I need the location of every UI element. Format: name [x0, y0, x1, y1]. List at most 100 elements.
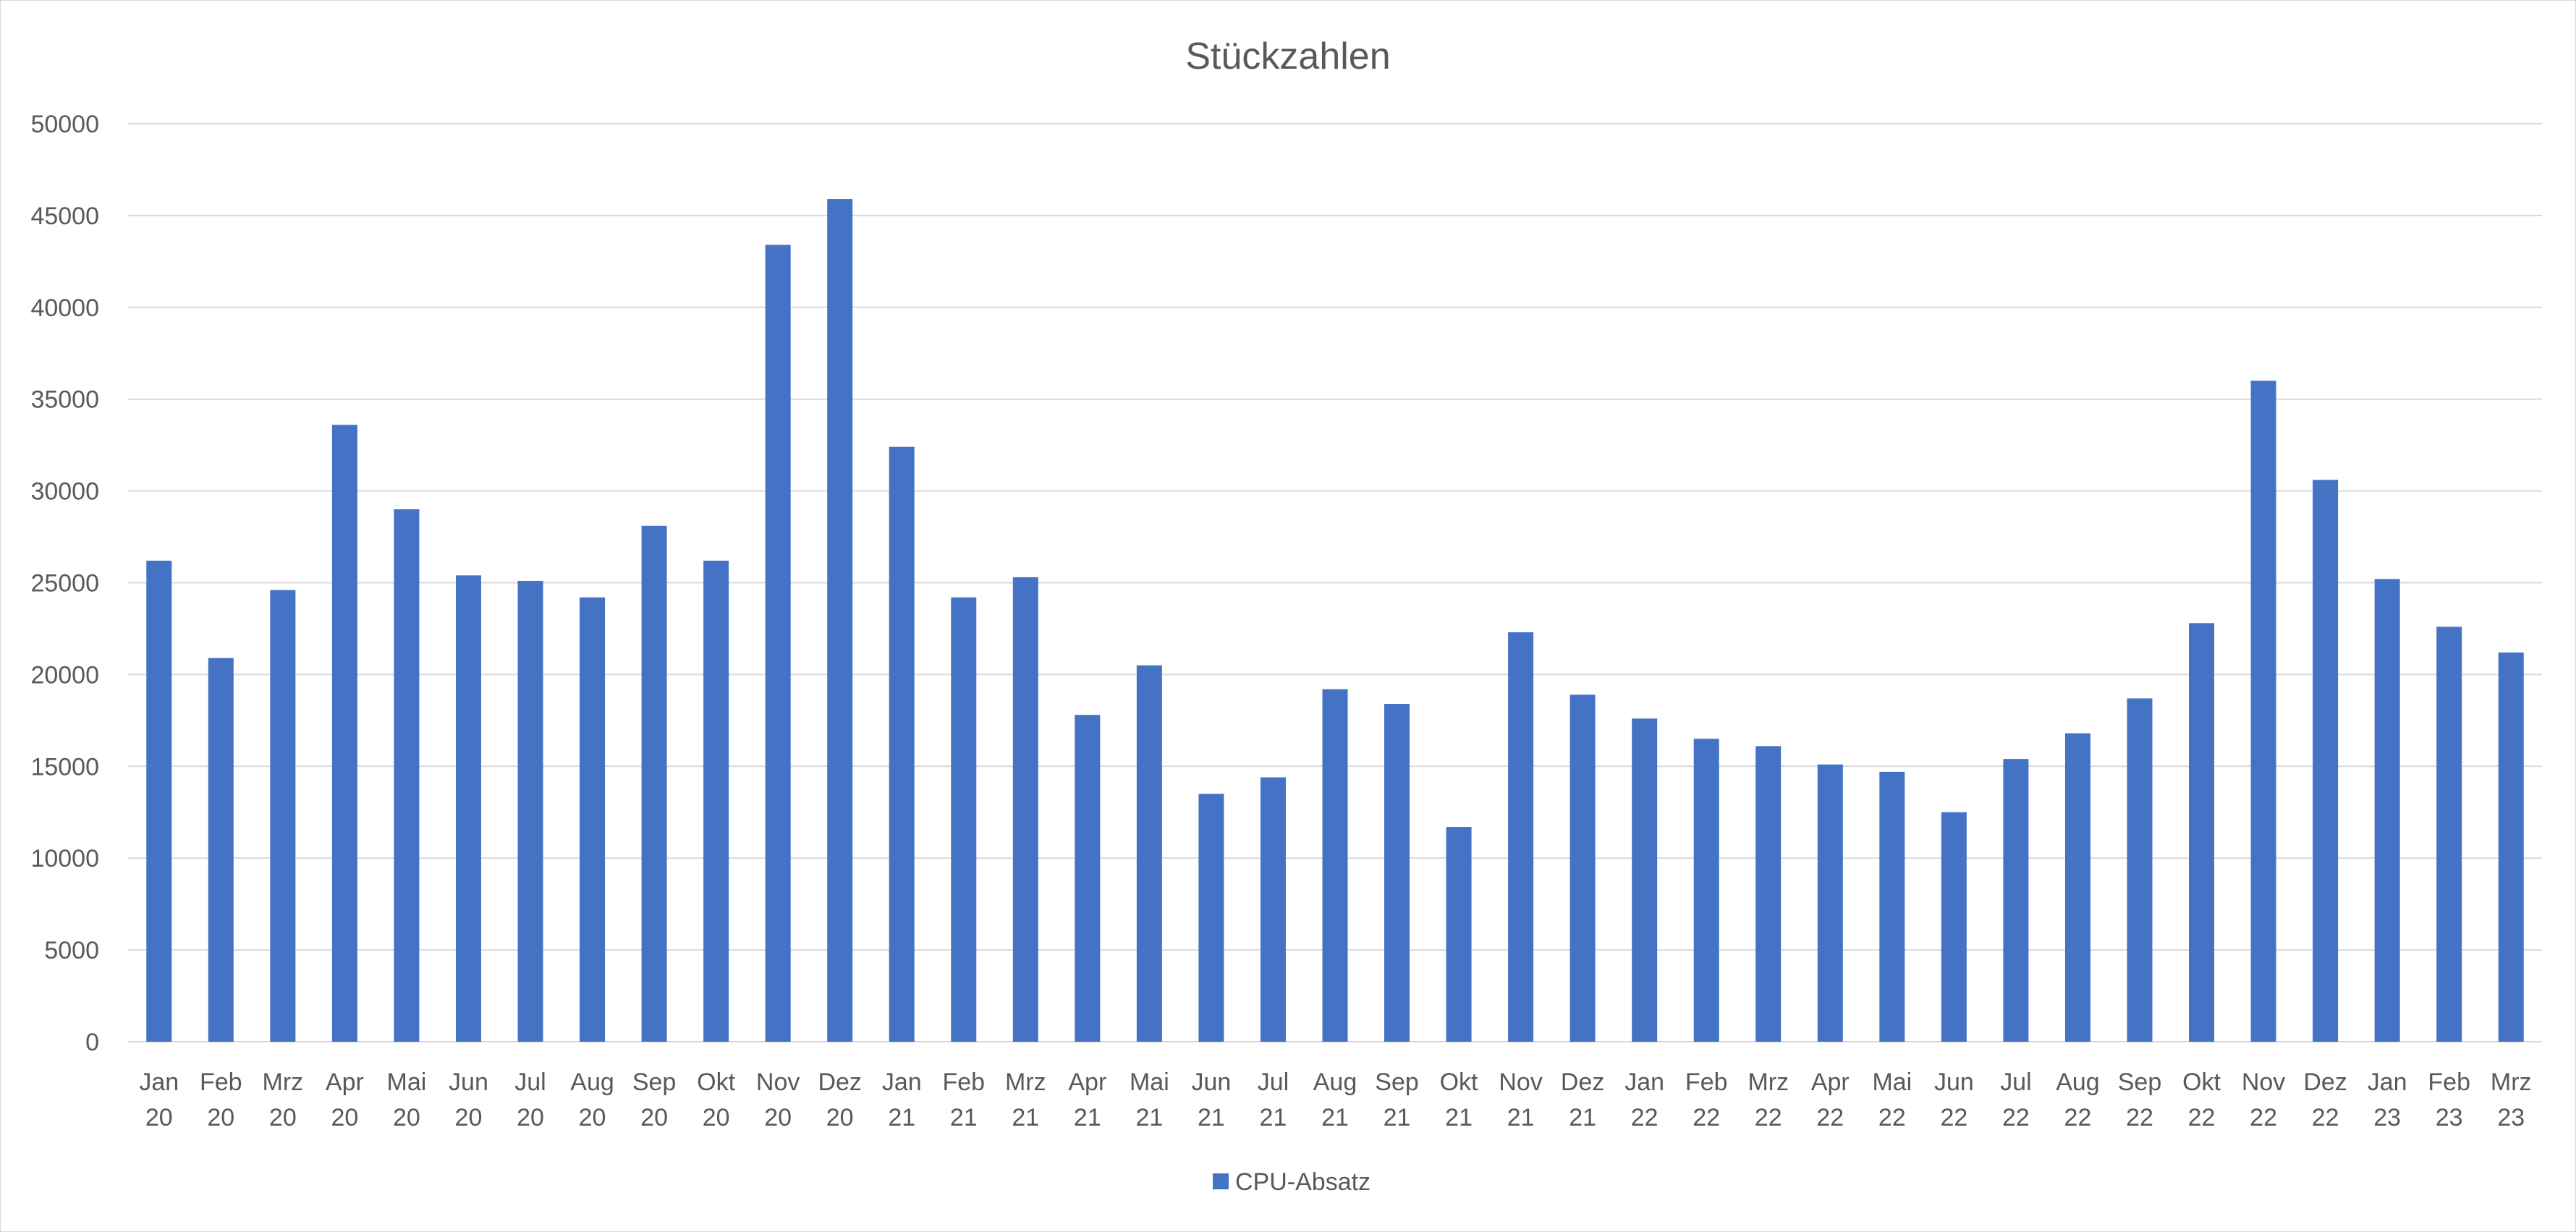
bar — [2313, 480, 2339, 1042]
bar — [2064, 733, 2090, 1042]
x-tick-label-month: Feb — [2428, 1069, 2470, 1096]
x-tick-label-month: Jan — [1624, 1069, 1664, 1096]
y-tick-label: 25000 — [30, 570, 99, 598]
x-tick-label-month: Mai — [1130, 1069, 1169, 1096]
x-tick-label-month: Jan — [139, 1069, 179, 1096]
x-tick-label-year: 20 — [331, 1104, 358, 1131]
x-tick-label-year: 21 — [1321, 1104, 1349, 1131]
x-tick-label-month: Apr — [326, 1069, 364, 1096]
x-tick-label-year: 23 — [2436, 1104, 2463, 1131]
bar — [1136, 665, 1162, 1042]
bar — [1817, 764, 1843, 1042]
x-tick-label-year: 20 — [517, 1104, 544, 1131]
x-tick-label-month: Apr — [1811, 1069, 1850, 1096]
x-tick-label-year: 20 — [764, 1104, 792, 1131]
x-tick-label-month: Sep — [1375, 1069, 1419, 1096]
bar — [2436, 626, 2462, 1042]
x-tick-label-month: Feb — [1685, 1069, 1728, 1096]
x-tick-label-month: Okt — [2182, 1069, 2221, 1096]
x-tick-label-year: 20 — [455, 1104, 483, 1131]
x-tick-label-year: 21 — [1074, 1104, 1101, 1131]
x-tick-label-month: Feb — [942, 1069, 985, 1096]
x-tick-label-year: 20 — [269, 1104, 297, 1131]
x-tick-label-year: 21 — [1135, 1104, 1163, 1131]
x-tick-label-year: 22 — [2250, 1104, 2277, 1131]
x-tick-label-month: Jul — [514, 1069, 546, 1096]
bar — [1384, 704, 1410, 1042]
y-tick-label: 0 — [85, 1029, 99, 1056]
x-tick-label-year: 22 — [1878, 1104, 1906, 1131]
x-tick-label-year: 22 — [2064, 1104, 2092, 1131]
x-tick-label-month: Jun — [1192, 1069, 1232, 1096]
bar — [703, 561, 729, 1042]
bar — [394, 509, 420, 1042]
x-tick-label-year: 21 — [888, 1104, 915, 1131]
x-tick-label-month: Dez — [1561, 1069, 1604, 1096]
x-tick-label-month: Mai — [387, 1069, 427, 1096]
x-tick-label-month: Jan — [882, 1069, 922, 1096]
x-tick-label-year: 22 — [2312, 1104, 2339, 1131]
bar — [1693, 739, 1719, 1042]
x-tick-label-month: Nov — [756, 1069, 800, 1096]
y-tick-label: 50000 — [30, 111, 99, 138]
x-tick-label-year: 20 — [579, 1104, 606, 1131]
x-tick-label-month: Sep — [632, 1069, 677, 1096]
x-tick-label-year: 21 — [1198, 1104, 1225, 1131]
bar — [2498, 652, 2524, 1042]
bar — [951, 597, 977, 1042]
bar — [827, 199, 853, 1042]
x-tick-label-year: 22 — [1755, 1104, 1782, 1131]
bar — [2003, 759, 2029, 1042]
x-tick-label-month: Aug — [2056, 1069, 2100, 1096]
x-tick-label-month: Okt — [1440, 1069, 1478, 1096]
y-tick-label: 5000 — [44, 937, 99, 964]
bar — [1260, 777, 1286, 1042]
bar — [517, 580, 543, 1042]
bar — [889, 446, 915, 1042]
bar — [270, 590, 296, 1042]
x-tick-label-year: 22 — [2188, 1104, 2216, 1131]
x-tick-label-month: Mrz — [1747, 1069, 1789, 1096]
x-tick-label-year: 20 — [145, 1104, 173, 1131]
x-tick-label-year: 20 — [640, 1104, 668, 1131]
bar — [580, 597, 606, 1042]
x-tick-label-year: 20 — [207, 1104, 234, 1131]
x-tick-label-month: Mai — [1872, 1069, 1912, 1096]
y-tick-label: 35000 — [30, 386, 99, 414]
bar — [641, 525, 667, 1042]
y-axis: 0 5000 10000 15000 20000 25000 30000 35000 40000… — [30, 111, 99, 1056]
x-tick-label-month: Okt — [697, 1069, 735, 1096]
x-tick-label-year: 22 — [1816, 1104, 1844, 1131]
bar — [1012, 577, 1038, 1042]
x-tick-label-year: 23 — [2497, 1104, 2525, 1131]
legend-swatch — [1213, 1173, 1229, 1189]
x-tick-label-year: 21 — [1384, 1104, 1411, 1131]
x-axis: Jan 20 Feb 20 Mrz 20 Apr 20 Mai 20 Jun 20 Jul 20 Aug 20… — [139, 1069, 2531, 1131]
chart-title: Stückzahlen — [1185, 35, 1390, 77]
y-tick-label: 40000 — [30, 294, 99, 322]
x-tick-label-month: Mrz — [263, 1069, 304, 1096]
x-tick-label-month: Mrz — [2491, 1069, 2532, 1096]
bar — [1569, 694, 1596, 1042]
x-tick-label-month: Feb — [200, 1069, 242, 1096]
y-tick-label: 10000 — [30, 845, 99, 872]
x-tick-label-year: 21 — [1445, 1104, 1473, 1131]
y-tick-label: 20000 — [30, 661, 99, 689]
legend-label: CPU-Absatz — [1235, 1168, 1370, 1196]
x-tick-label-year: 20 — [393, 1104, 420, 1131]
x-tick-label-month: Aug — [1313, 1069, 1357, 1096]
bar — [1075, 715, 1101, 1042]
x-tick-label-year: 21 — [1507, 1104, 1535, 1131]
x-tick-label-year: 22 — [1692, 1104, 1720, 1131]
x-tick-label-month: Jul — [2000, 1069, 2031, 1096]
x-tick-label-year: 20 — [703, 1104, 730, 1131]
x-tick-label-month: Dez — [2303, 1069, 2347, 1096]
x-tick-label-year: 22 — [2126, 1104, 2153, 1131]
x-tick-label-month: Jun — [1934, 1069, 1974, 1096]
y-tick-label: 45000 — [30, 203, 99, 230]
bar — [1322, 689, 1348, 1042]
x-tick-label-month: Sep — [2118, 1069, 2162, 1096]
x-tick-label-year: 21 — [1569, 1104, 1596, 1131]
